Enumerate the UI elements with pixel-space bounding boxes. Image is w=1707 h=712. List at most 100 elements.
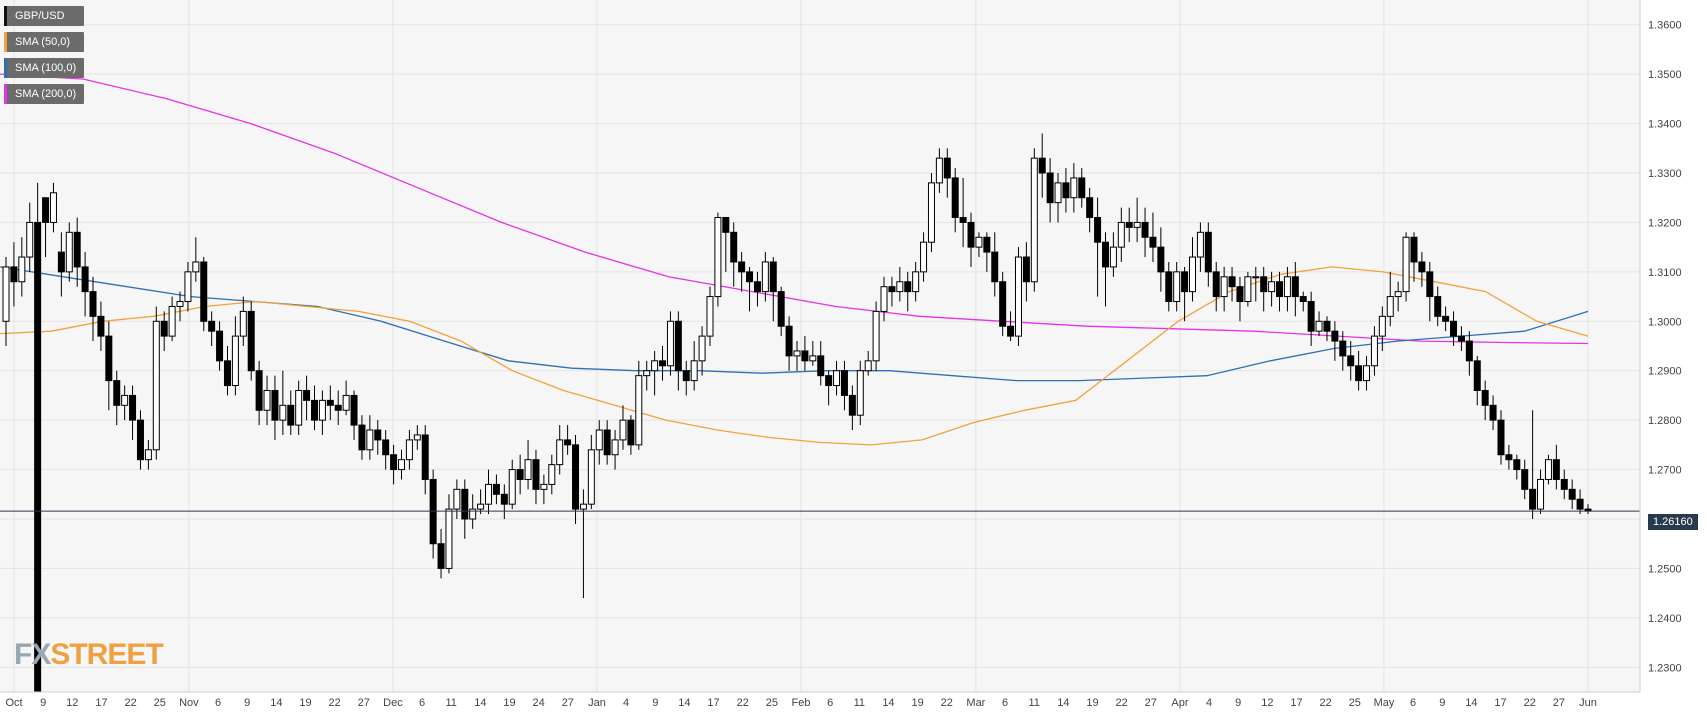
- candle-body: [326, 399, 334, 406]
- candle-body: [643, 370, 651, 377]
- x-axis: Oct 9 12 17 22 25 Nov 6 9 14 19 22 27 Dec 6 11 14 19 24 27 J…: [5, 697, 1596, 709]
- candle-body: [1094, 216, 1102, 243]
- candle-body: [81, 266, 89, 293]
- legend-item-sma-200[interactable]: SMA (200,0): [4, 84, 85, 104]
- x-tick-label: 11: [1028, 697, 1039, 709]
- candle-body: [1529, 488, 1537, 510]
- candle-body: [769, 261, 777, 293]
- candle-body: [556, 439, 564, 466]
- y-tick-label: 1.3100: [1648, 267, 1682, 279]
- candle-body: [2, 266, 10, 322]
- candle-body: [1007, 325, 1015, 337]
- candle-body: [176, 301, 184, 307]
- candle-body: [698, 335, 706, 362]
- candle-body: [564, 439, 572, 446]
- x-tick-label: 27: [1553, 697, 1565, 709]
- y-tick-label: 1.2700: [1648, 465, 1682, 477]
- x-tick-label: 25: [766, 697, 778, 709]
- candle-body: [1442, 315, 1450, 322]
- candle-body: [1378, 315, 1386, 337]
- candle-body: [904, 281, 912, 293]
- candle-body: [97, 315, 105, 337]
- legend: GBP/USD SMA (50,0) SMA (100,0) SMA (200,…: [4, 6, 85, 110]
- candle-body: [1418, 261, 1426, 273]
- logo-street: STREET: [50, 638, 163, 671]
- candle-body: [1078, 177, 1086, 199]
- candle-body: [532, 459, 540, 490]
- candle-body: [1347, 355, 1355, 367]
- candle-body: [1109, 246, 1117, 268]
- candle-body: [1070, 177, 1078, 199]
- candle-body: [793, 350, 801, 357]
- legend-swatch: [4, 58, 7, 78]
- candle-body: [1402, 236, 1410, 293]
- candle-body: [1568, 488, 1576, 500]
- legend-swatch: [4, 84, 7, 104]
- candle-body: [152, 320, 160, 451]
- x-tick-label: 22: [124, 697, 136, 709]
- candle-body: [1030, 157, 1038, 283]
- candle-body: [89, 291, 97, 317]
- candle-body: [611, 439, 619, 456]
- candle-body: [1434, 296, 1442, 317]
- candle-body: [1022, 256, 1030, 283]
- candle-body: [342, 394, 350, 411]
- x-tick-label: 19: [911, 697, 923, 709]
- candle-body: [42, 197, 50, 223]
- candle-body: [1101, 241, 1109, 268]
- candle-body: [935, 157, 943, 184]
- x-tick-label: 25: [1349, 697, 1361, 709]
- legend-label: SMA (200,0): [15, 88, 77, 100]
- candle-body: [777, 291, 785, 327]
- legend-item-sma-100[interactable]: SMA (100,0): [4, 58, 85, 78]
- x-tick-label: 27: [358, 697, 370, 709]
- candle-body: [223, 360, 231, 387]
- candle-body: [1291, 276, 1299, 298]
- candle-body: [540, 483, 548, 490]
- candle-body: [848, 394, 856, 416]
- candle-body: [1355, 365, 1363, 382]
- candle-body: [635, 375, 643, 446]
- candle-body: [279, 404, 287, 421]
- candle-body: [390, 454, 398, 471]
- candle-body: [18, 256, 26, 283]
- candle-body: [674, 320, 682, 372]
- candle-body: [1165, 271, 1173, 303]
- candle-body: [255, 370, 263, 411]
- legend-item-sma-50[interactable]: SMA (50,0): [4, 32, 85, 52]
- candle-body: [706, 296, 714, 337]
- candle-body: [382, 439, 390, 456]
- candle-body: [753, 281, 761, 293]
- x-tick-label: 22: [329, 697, 341, 709]
- candle-body: [1014, 256, 1022, 337]
- candle-body: [445, 508, 453, 569]
- candle-body: [271, 389, 279, 421]
- candle-body: [1505, 454, 1513, 461]
- candle-body: [136, 419, 144, 461]
- candle-body: [1086, 197, 1094, 218]
- candle-body: [572, 444, 580, 510]
- legend-item-gbpusd[interactable]: GBP/USD: [4, 6, 85, 26]
- candle-body: [366, 429, 374, 451]
- candle-body: [595, 429, 603, 451]
- candle-body: [1141, 221, 1149, 238]
- y-tick-label: 1.3000: [1648, 316, 1682, 328]
- candle-body: [49, 192, 57, 223]
- x-tick-label: 14: [270, 697, 282, 709]
- candle-body: [1236, 286, 1244, 303]
- x-tick-label: 14: [882, 697, 894, 709]
- candle-body: [1537, 478, 1545, 510]
- candle-body: [1473, 360, 1481, 391]
- candle-body: [579, 503, 587, 510]
- x-tick-label: 6: [215, 697, 221, 709]
- sma-50-path: [0, 266, 1589, 446]
- candle-body: [421, 434, 429, 480]
- candle-body: [1260, 276, 1268, 293]
- candle-body: [880, 286, 888, 312]
- y-tick-label: 1.3300: [1648, 168, 1682, 180]
- x-tick-label: Mar: [966, 697, 985, 709]
- candle-body: [1513, 459, 1521, 471]
- legend-swatch: [4, 32, 7, 52]
- candle-body: [374, 429, 382, 441]
- x-tick-label: 14: [678, 697, 690, 709]
